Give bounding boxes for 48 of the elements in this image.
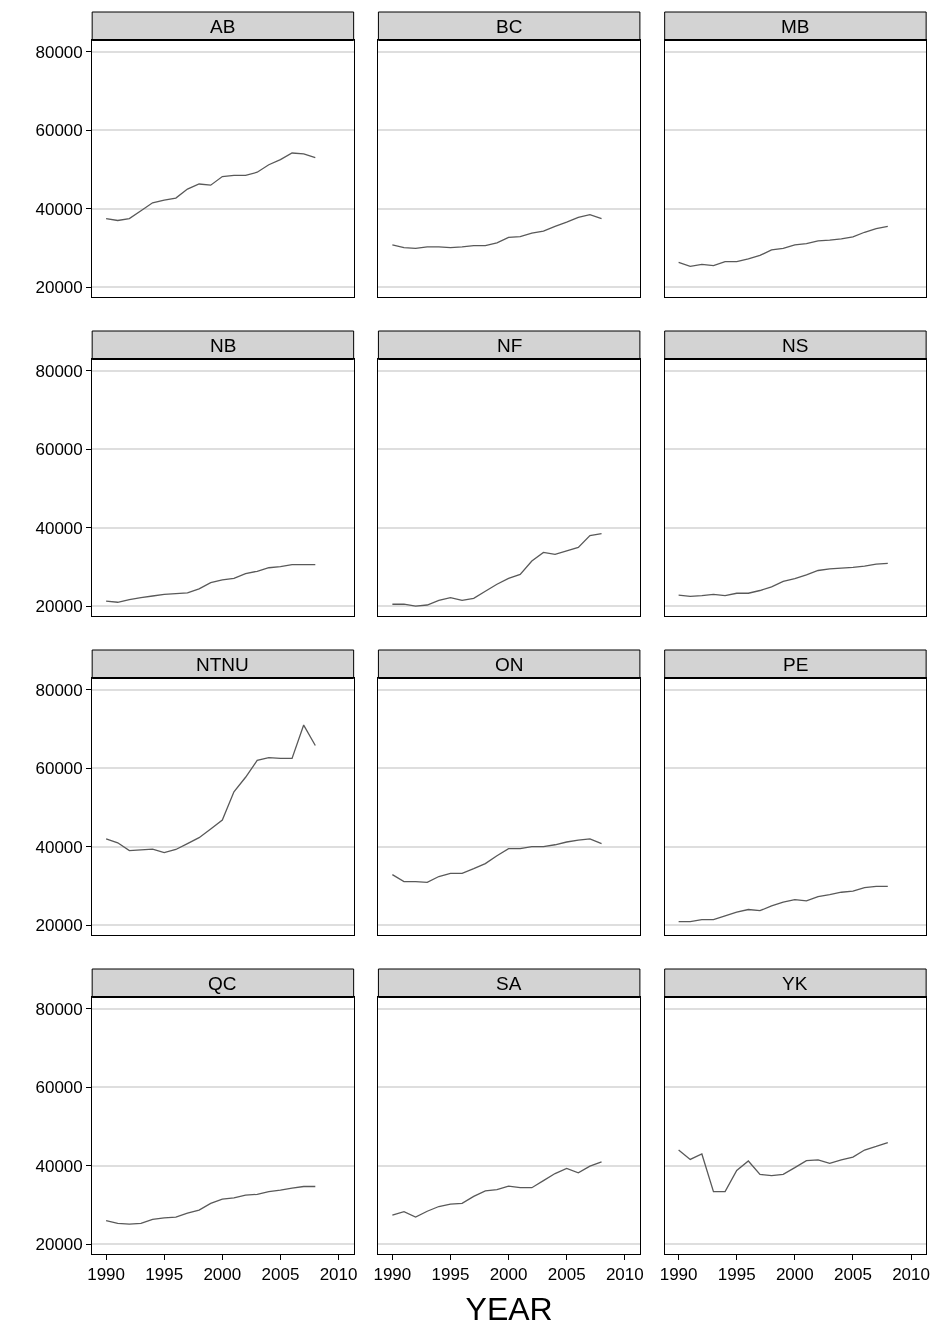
chart-title: SA [496,973,522,994]
x-tick-label: 1990 [87,1265,126,1285]
y-tick-label: 60000 [35,759,83,779]
y-tick-label: 60000 [35,1078,83,1098]
x-tick-label: 2010 [319,1265,358,1285]
chart-title: NF [497,335,523,356]
chart-title: NTNU [196,654,249,675]
x-tick-label: 2010 [892,1265,930,1285]
chart-title: PE [783,654,809,675]
line-series [105,724,316,854]
y-tick-label: 40000 [35,518,83,538]
x-tick-label: 1990 [659,1265,698,1285]
x-tick-label: 2005 [547,1265,586,1285]
chart-title: ON [495,654,524,675]
line-series [105,152,316,222]
y-tick-label: 80000 [35,42,83,62]
chart-title: QC [208,973,237,994]
chart-title: YK [782,973,808,994]
x-tick-label: 1990 [373,1265,412,1285]
x-tick-label: 2010 [605,1265,644,1285]
chart-title: NB [210,335,237,356]
y-tick-label: 20000 [35,278,83,298]
y-tick-label: 40000 [35,199,83,219]
line-series [105,563,316,603]
x-tick-label: 2000 [489,1265,528,1285]
x-tick-label: 1995 [145,1265,184,1285]
y-tick-label: 80000 [35,361,83,381]
y-tick-label: 20000 [35,597,83,617]
y-tick-label: 40000 [35,837,83,857]
y-tick-label: 80000 [35,999,83,1019]
chart-title: MB [781,16,810,37]
y-tick-label: 20000 [35,1235,83,1255]
y-tick-label: 60000 [35,121,83,141]
x-tick-label: 1995 [431,1265,470,1285]
y-tick-label: 40000 [35,1156,83,1176]
chart-title: BC [496,16,523,37]
x-axis-title: YEAR [465,1291,553,1328]
x-tick-label: 2000 [203,1265,242,1285]
x-tick-label: 2005 [834,1265,872,1285]
y-tick-label: 20000 [35,916,83,936]
chart-title: NS [782,335,809,356]
y-tick-label: 60000 [35,440,83,460]
chart-title: AB [210,16,236,37]
x-tick-label: 2005 [261,1265,300,1285]
x-tick-label: 2000 [775,1265,814,1285]
line-series [105,1185,316,1225]
y-tick-label: 80000 [35,680,83,700]
x-tick-label: 1995 [717,1265,756,1285]
